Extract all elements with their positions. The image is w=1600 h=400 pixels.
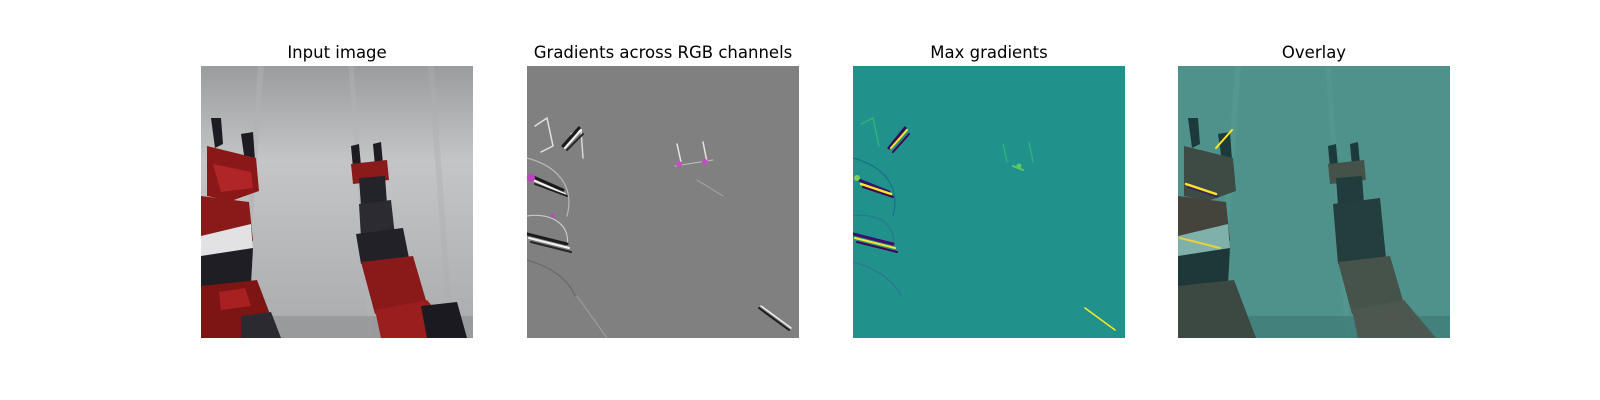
gradient-edges	[527, 116, 792, 338]
panel-title: Max gradients	[930, 43, 1048, 62]
max-gradient-edges	[853, 116, 1116, 331]
panel-title: Overlay	[1281, 43, 1347, 62]
panel-max-gradients: Max gradients	[853, 40, 1125, 338]
right-robot-arm	[351, 142, 467, 338]
max-gradient-graphic	[853, 66, 1125, 338]
overlay-gradient-highlights	[1179, 129, 1233, 249]
overlay-right-arm	[1328, 142, 1436, 338]
magenta-gradient-spots	[527, 159, 708, 218]
overlay-graphic	[1178, 66, 1450, 338]
overlay-image	[1178, 66, 1450, 338]
overlay-left-arm	[1178, 118, 1256, 338]
panel-title: Input image	[287, 43, 387, 62]
panel-input-image: Input image	[201, 40, 473, 338]
rgb-gradient-graphic	[527, 66, 799, 338]
left-robot-arm	[201, 118, 281, 338]
panel-title: Gradients across RGB channels	[533, 43, 793, 62]
input-image	[201, 66, 473, 338]
viridis-background	[853, 66, 1125, 338]
panel-rgb-gradients: Gradients across RGB channels	[527, 40, 799, 338]
rgb-gradient-image	[527, 66, 799, 338]
max-gradient-spots	[854, 163, 1022, 181]
gradient-background	[527, 66, 799, 338]
panel-overlay: Overlay	[1178, 40, 1450, 338]
input-image-graphic	[201, 66, 473, 338]
max-gradient-image	[853, 66, 1125, 338]
